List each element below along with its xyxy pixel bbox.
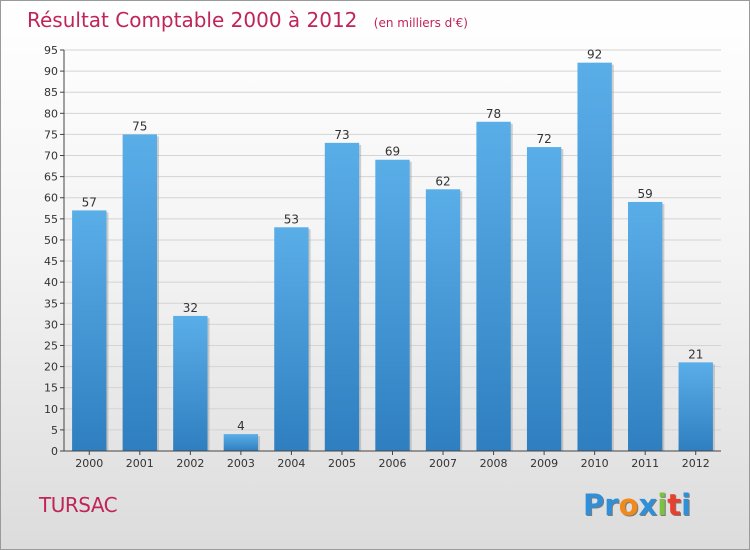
- x-tick-label-2000: 2000: [75, 457, 103, 470]
- bar-2011: [628, 201, 663, 451]
- x-tick-label-2005: 2005: [328, 457, 356, 470]
- x-tick-label-2012: 2012: [682, 457, 710, 470]
- y-tick-label: 80: [44, 107, 58, 120]
- chart-subtitle: (en milliers d'€): [374, 16, 468, 30]
- x-tick-label-2003: 2003: [227, 457, 255, 470]
- x-tick-label-2010: 2010: [581, 457, 609, 470]
- y-tick-label: 35: [44, 297, 58, 310]
- data-label-2008: 78: [486, 107, 501, 121]
- bar-2003: [223, 434, 259, 451]
- y-tick-label: 95: [44, 44, 58, 57]
- y-tick-label: 10: [44, 403, 58, 416]
- y-tick-label: 0: [51, 445, 58, 458]
- y-tick-label: 70: [44, 150, 58, 163]
- bar-2009: [526, 147, 562, 451]
- bar-2000: [72, 210, 107, 451]
- y-tick-label: 25: [44, 339, 58, 352]
- x-tick-label-2001: 2001: [126, 457, 154, 470]
- y-tick-label: 85: [44, 86, 58, 99]
- y-tick-label: 75: [44, 128, 58, 141]
- bar-2010: [577, 62, 612, 452]
- x-tick-label-2004: 2004: [277, 457, 305, 470]
- data-label-2012: 21: [688, 347, 703, 361]
- data-label-2007: 62: [435, 174, 450, 188]
- y-tick-label: 55: [44, 213, 58, 226]
- data-label-2005: 73: [334, 128, 349, 142]
- data-label-2011: 59: [638, 187, 653, 201]
- data-label-2002: 32: [183, 301, 198, 315]
- y-tick-label: 60: [44, 192, 58, 205]
- data-label-2010: 92: [587, 48, 602, 62]
- y-tick-label: 20: [44, 361, 58, 374]
- bar-2004: [274, 227, 309, 451]
- logo-letter: i: [681, 488, 692, 522]
- x-tick-label-2006: 2006: [379, 457, 407, 470]
- bar-2008: [476, 121, 511, 451]
- x-tick-label-2007: 2007: [429, 457, 457, 470]
- y-tick-label: 5: [51, 424, 58, 437]
- bar-2012: [678, 362, 713, 451]
- bar-2001: [122, 134, 157, 451]
- logo-letter: x: [638, 488, 658, 522]
- y-tick-label: 30: [44, 318, 58, 331]
- data-label-2006: 69: [385, 145, 400, 159]
- bar-2005: [324, 142, 360, 451]
- x-axis-ticks: 2000 2001 2002 2003 2004 2005 2006 2007 2008 2009…: [75, 451, 710, 470]
- y-tick-label: 40: [44, 276, 58, 289]
- bar-2002: [173, 315, 208, 451]
- bars: [72, 62, 715, 452]
- logo-letter: i: [657, 488, 668, 522]
- data-label-2003: 4: [237, 419, 245, 433]
- x-tick-label-2011: 2011: [631, 457, 659, 470]
- data-labels: 57 75 32 4 53 73 69 62 78 72 92 59 21: [82, 48, 704, 433]
- data-label-2009: 72: [536, 132, 551, 146]
- x-tick-label-2009: 2009: [530, 457, 558, 470]
- commune-name: TURSAC: [39, 493, 118, 517]
- y-axis-ticks: 0 5 10 15 20 25 30 35 40 45 50 55 60 65 70 75 80 85 90 95: [44, 44, 64, 458]
- bar-2007: [425, 189, 461, 451]
- chart-title: Résultat Comptable 2000 à 2012 (en milli…: [27, 8, 468, 32]
- logo-letter: P: [583, 488, 605, 522]
- y-tick-label: 45: [44, 255, 58, 268]
- y-tick-label: 90: [44, 65, 58, 78]
- bar-2006: [375, 159, 410, 451]
- logo-letter: o: [618, 488, 639, 522]
- y-tick-label: 50: [44, 234, 58, 247]
- logo-letter: r: [604, 488, 619, 522]
- y-tick-label: 65: [44, 171, 58, 184]
- data-label-2004: 53: [284, 212, 299, 226]
- data-label-2001: 75: [132, 119, 147, 133]
- x-tick-label-2002: 2002: [176, 457, 204, 470]
- proxiti-logo[interactable]: Proxiti: [583, 488, 691, 522]
- logo-letter: t: [667, 488, 682, 522]
- data-label-2000: 57: [82, 195, 97, 209]
- y-tick-label: 15: [44, 382, 58, 395]
- x-tick-label-2008: 2008: [480, 457, 508, 470]
- chart-title-main: Résultat Comptable 2000 à 2012: [27, 8, 357, 32]
